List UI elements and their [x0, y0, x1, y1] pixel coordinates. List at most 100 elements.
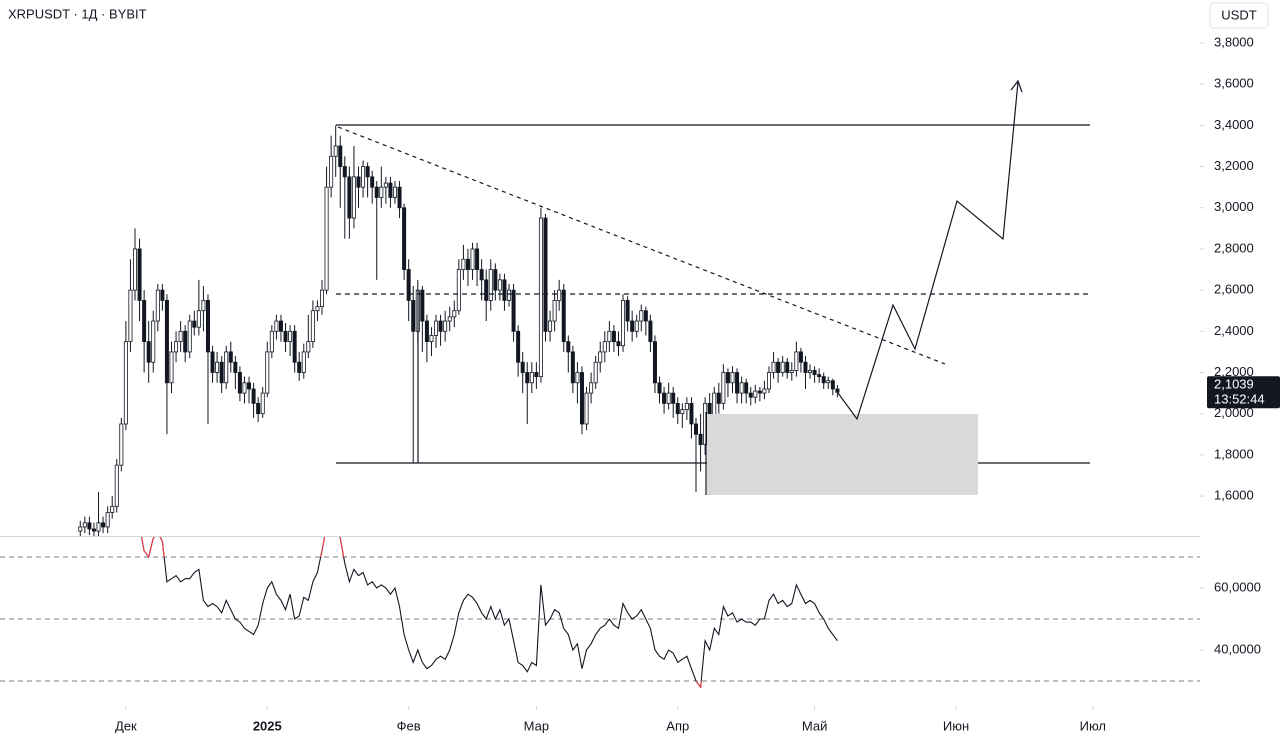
rsi-line	[141, 537, 838, 689]
candle-body	[447, 316, 452, 322]
candle-body	[196, 310, 201, 328]
candle-body	[329, 155, 334, 188]
candle-body	[616, 341, 621, 347]
candle-body	[397, 186, 402, 209]
x-tick-label: Июн	[943, 718, 969, 733]
candle-body	[511, 289, 516, 332]
candle-body	[434, 320, 439, 336]
candle-body	[338, 145, 343, 167]
candle-body	[297, 361, 302, 373]
candle-body	[625, 300, 630, 322]
candle-body	[662, 392, 667, 404]
candle-body	[174, 341, 179, 353]
candle-body	[101, 522, 106, 528]
projection-path[interactable]	[837, 81, 1019, 421]
candle-body	[557, 289, 562, 301]
candle-body	[593, 361, 598, 384]
candle-body	[256, 402, 261, 415]
candle-body	[365, 166, 370, 178]
x-tick-label: Май	[802, 718, 827, 733]
candle-body	[461, 258, 466, 270]
rsi-pane	[0, 537, 1200, 689]
candle-body	[224, 351, 229, 384]
candle-body	[657, 382, 662, 394]
candle-body	[192, 320, 197, 328]
candle-body	[201, 300, 206, 312]
candle-body	[292, 330, 297, 363]
candle-body	[260, 392, 265, 415]
candle-body	[488, 269, 493, 301]
candle-body	[361, 166, 366, 188]
candle-body	[525, 372, 530, 384]
candle-body	[652, 341, 657, 384]
candle-body	[82, 522, 87, 528]
candle-body	[347, 176, 352, 219]
candle-body	[110, 505, 115, 513]
unit-label: USDT	[1221, 7, 1256, 22]
candle-body	[753, 390, 758, 398]
candle-body	[748, 392, 753, 398]
candle-body	[789, 370, 794, 373]
candle-body	[424, 320, 429, 343]
candle-body	[675, 402, 680, 415]
candle-body	[215, 361, 220, 373]
candle-body	[630, 320, 635, 332]
y-tick-label: 2,2000	[1214, 364, 1254, 379]
x-tick-label: 2025	[253, 718, 282, 733]
candle-body	[561, 289, 566, 343]
candle-body	[406, 269, 411, 301]
candle-body	[716, 392, 721, 404]
candle-body	[265, 351, 270, 394]
candle-body	[96, 522, 101, 532]
candle-body	[114, 464, 119, 507]
candle-body	[160, 289, 165, 301]
candle-body	[228, 351, 233, 363]
candle-body	[666, 392, 671, 404]
candle-body	[105, 512, 110, 528]
candle-body	[830, 380, 835, 390]
y-tick-label: 60,0000	[1214, 579, 1261, 594]
candle-body	[411, 300, 416, 332]
candle-body	[766, 372, 771, 390]
candle-body	[91, 528, 96, 532]
candle-body	[479, 269, 484, 281]
symbol-title: XRPUSDT · 1Д · BYBIT	[8, 6, 147, 21]
y-tick-label: 40,0000	[1214, 641, 1261, 656]
demand-zone[interactable]	[707, 414, 978, 495]
x-tick-label: Мар	[524, 718, 549, 733]
candle-body	[452, 310, 457, 318]
candle-body	[164, 300, 169, 384]
candle-body	[187, 320, 192, 353]
candle-body	[579, 372, 584, 425]
candle-body	[552, 300, 557, 322]
candle-body	[342, 166, 347, 178]
candle-body	[698, 433, 703, 445]
countdown-label: 13:52:44	[1214, 392, 1265, 407]
candle-body	[730, 372, 735, 384]
candle-body	[785, 361, 790, 373]
candle-body	[278, 320, 283, 332]
y-tick-label: 1,6000	[1214, 487, 1254, 502]
candle-body	[402, 207, 407, 270]
candle-body	[703, 402, 708, 445]
candle-body	[456, 269, 461, 312]
candle-body	[803, 361, 808, 373]
candle-body	[776, 361, 781, 373]
candle-body	[123, 341, 128, 425]
axes: 1,6000 1,8000 2,0000 2,2000 2,4000 2,6000 2,80…	[115, 34, 1280, 733]
candle-body	[757, 390, 762, 394]
unit-box[interactable]	[1209, 2, 1269, 29]
last-price-tag	[1207, 376, 1280, 409]
candle-body	[233, 361, 238, 373]
y-tick-label: 2,0000	[1214, 405, 1254, 420]
candle-body	[383, 182, 388, 188]
candle-body	[151, 320, 156, 363]
projection-arrowhead	[1010, 79, 1023, 93]
candle-body	[351, 176, 356, 219]
candle-body	[169, 351, 174, 384]
candle-body	[438, 320, 443, 332]
candle-body	[684, 402, 689, 410]
candle-body	[570, 351, 575, 384]
candle-body	[694, 423, 699, 435]
